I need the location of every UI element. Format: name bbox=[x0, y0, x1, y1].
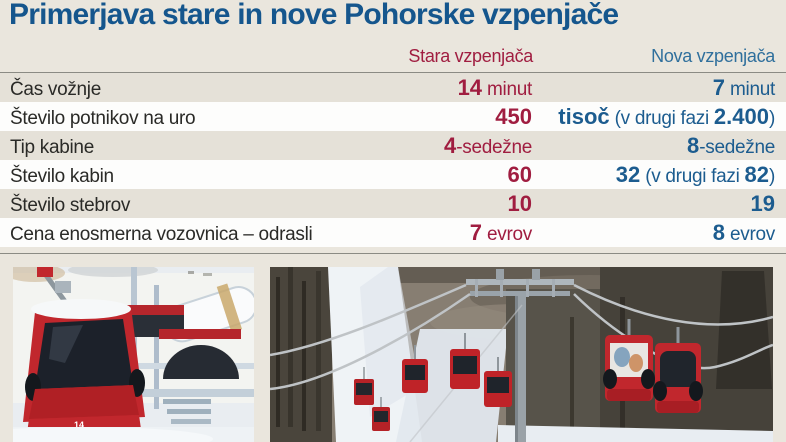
value-number: 7 bbox=[712, 75, 726, 100]
value-number: 19 bbox=[750, 191, 775, 216]
new-value: 32 (v drugi fazi 82) bbox=[532, 160, 786, 192]
value-number: 32 bbox=[615, 162, 641, 187]
new-value: 8 evrov bbox=[532, 218, 786, 250]
snow-on-roof bbox=[31, 299, 131, 319]
old-value: 4-sedežne bbox=[317, 131, 532, 163]
pylon bbox=[466, 269, 574, 442]
table-row: Čas vožnje 14 minut 7 minut bbox=[0, 73, 786, 102]
table-row: Cena enosmerna vozovnica – odrasli 7 evro… bbox=[0, 218, 786, 247]
value-unit: evrov bbox=[725, 224, 775, 245]
row-label: Tip kabine bbox=[10, 137, 94, 158]
old-value: 60 bbox=[317, 160, 532, 192]
new-value: 7 minut bbox=[532, 73, 786, 105]
old-value: 10 bbox=[317, 189, 532, 221]
column-header-new: Nova vzpenjača bbox=[651, 46, 775, 66]
foreground-gondolas bbox=[603, 319, 703, 413]
old-gondola-cabin: 14 bbox=[23, 267, 145, 433]
table-row: Število stebrov 10 19 bbox=[0, 189, 786, 218]
row-label: Število stebrov bbox=[10, 195, 131, 216]
value-unit: minut bbox=[725, 79, 775, 100]
value-number: 7 bbox=[469, 220, 483, 245]
cabin-number: 14 bbox=[74, 420, 84, 430]
value-unit: -sedežne bbox=[456, 137, 532, 158]
value-number: 2.400 bbox=[713, 104, 769, 129]
new-value: tisoč (v drugi fazi 2.400) bbox=[532, 102, 786, 134]
row-label: Število potnikov na uro bbox=[10, 108, 196, 129]
old-value: 7 evrov bbox=[317, 218, 533, 250]
snow-ground bbox=[498, 425, 773, 442]
comparison-table-body: Čas vožnje 14 minut 7 minut Število potniko… bbox=[0, 73, 786, 247]
table-row: Število potnikov na uro 450 tisoč (v drugi… bbox=[0, 102, 786, 131]
new-value: 19 bbox=[532, 189, 786, 221]
old-value: 14 minut bbox=[317, 73, 533, 105]
row-label: Čas vožnje bbox=[10, 79, 101, 100]
value-number: 450 bbox=[495, 104, 532, 129]
old-gondola-photo: 14 bbox=[13, 267, 254, 442]
divider-line-bottom bbox=[0, 253, 786, 254]
value-unit: (v drugi fazi bbox=[609, 108, 714, 129]
value-unit: -sedežne bbox=[699, 137, 775, 158]
table-row: Tip kabine 4-sedežne 8-sedežne bbox=[0, 131, 786, 160]
divider-line-top bbox=[0, 72, 786, 73]
value-unit: evrov bbox=[482, 224, 532, 245]
value-unit: minut bbox=[482, 79, 532, 100]
column-header-old: Stara vzpenjača bbox=[408, 46, 533, 66]
value-unit: (v drugi fazi bbox=[640, 166, 745, 187]
value-unit: ) bbox=[768, 166, 775, 187]
new-value: 8-sedežne bbox=[532, 131, 786, 163]
row-label: Število kabin bbox=[10, 166, 114, 187]
value-number: 8 bbox=[686, 133, 700, 158]
bullwheel-arch bbox=[159, 329, 241, 379]
row-label: Cena enosmerna vozovnica – odrasli bbox=[10, 224, 313, 245]
page-title: Primerjava stare in nove Pohorske vzpenj… bbox=[9, 0, 619, 31]
column-headers: Stara vzpenjača Nova vzpenjača bbox=[0, 46, 786, 70]
new-gondola-photo bbox=[270, 267, 773, 442]
value-number: 14 bbox=[457, 75, 483, 100]
right-forest bbox=[506, 267, 773, 442]
value-number: tisoč bbox=[558, 104, 610, 129]
value-number: 10 bbox=[507, 191, 532, 216]
value-unit: ) bbox=[768, 108, 775, 129]
value-number: 82 bbox=[744, 162, 769, 187]
value-number: 60 bbox=[507, 162, 532, 187]
value-number: 4 bbox=[443, 133, 457, 158]
gondola-line bbox=[354, 333, 512, 431]
left-trees bbox=[270, 267, 332, 442]
old-value: 450 bbox=[317, 102, 532, 134]
table-row: Število kabin 60 32 (v drugi fazi 82) bbox=[0, 160, 786, 189]
value-number: 8 bbox=[712, 220, 726, 245]
